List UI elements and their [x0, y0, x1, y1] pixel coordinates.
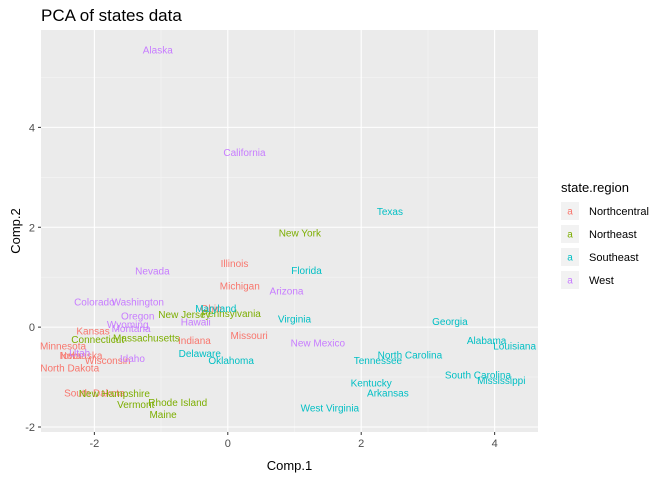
legend-label: Northeast: [589, 229, 637, 241]
state-point-label: Connecticut: [71, 335, 124, 346]
legend-title: state.region: [561, 180, 629, 195]
state-point-label: South Dakota: [64, 389, 125, 400]
x-tick-label: 0: [225, 438, 231, 450]
state-point-label: North Carolina: [378, 351, 443, 362]
state-point-label: Georgia: [432, 317, 468, 328]
state-point-label: Missouri: [231, 331, 268, 342]
state-point-label: Iowa: [60, 351, 82, 362]
state-point-label: Utah: [69, 349, 90, 360]
legend: state.region a Northcentral a Northeast a Sout…: [561, 180, 649, 289]
x-tick-label: -2: [89, 438, 99, 450]
legend-label: Northcentral: [589, 206, 649, 218]
state-point-label: Oklahoma: [208, 356, 254, 367]
state-point-label: Minnesota: [40, 342, 87, 353]
legend-key-glyph: a: [567, 276, 573, 287]
legend-key: [561, 248, 579, 266]
chart-title: PCA of states data: [41, 6, 182, 25]
legend-key: [561, 202, 579, 220]
legend-key: [561, 225, 579, 243]
state-point-label: New Hampshire: [79, 389, 151, 400]
state-point-label: Hawaii: [181, 318, 211, 329]
major-gridlines: [41, 30, 538, 432]
state-point-label: Wyoming: [107, 320, 149, 331]
minor-gridlines: [41, 30, 538, 432]
x-axis-title: Comp.1: [267, 458, 313, 473]
legend-key-glyph: a: [567, 207, 573, 218]
state-point-label: Virginia: [278, 315, 312, 326]
state-point-label: Alabama: [467, 336, 507, 347]
y-tick-label: 0: [29, 322, 35, 334]
state-point-label: Florida: [291, 266, 322, 277]
state-point-label: Nevada: [135, 267, 170, 278]
state-point-label: New Jersey: [158, 310, 210, 321]
state-point-label: Arizona: [270, 287, 304, 298]
state-point-label: West Virginia: [301, 404, 360, 415]
state-point-label: New York: [279, 229, 322, 240]
state-point-label: Ohio: [201, 304, 223, 315]
state-point-label: Rhode Island: [148, 398, 207, 409]
state-point-label: California: [223, 148, 266, 159]
legend-label: West: [589, 275, 614, 287]
legend-key: [561, 271, 579, 289]
state-point-label: Kentucky: [351, 379, 392, 390]
state-point-label: Maine: [149, 410, 177, 421]
state-point-label: Indiana: [178, 336, 211, 347]
state-point-label: Maryland: [195, 304, 236, 315]
state-point-label: Tennessee: [354, 356, 403, 367]
state-point-label: New Mexico: [291, 339, 346, 350]
state-point-label: Louisiana: [493, 342, 536, 353]
y-axis-ticks: -2 0 2 4: [25, 122, 41, 434]
legend-label: Southeast: [589, 252, 639, 264]
state-point-label: Mississippi: [477, 376, 525, 387]
state-point-label: Oregon: [121, 312, 154, 323]
state-point-label: Delaware: [179, 349, 222, 360]
state-point-label: Washington: [112, 298, 164, 309]
state-point-label: Vermont: [117, 400, 154, 411]
y-axis-title: Comp.2: [8, 208, 23, 254]
plot-panel: [41, 30, 538, 432]
state-point-label: North Dakota: [40, 364, 99, 375]
y-tick-label: 2: [29, 222, 35, 234]
state-point-label: Texas: [377, 207, 403, 218]
y-tick-label: 4: [29, 122, 35, 134]
state-point-label: Alaska: [143, 45, 173, 56]
state-point-label: Illinois: [221, 259, 249, 270]
state-point-label: Arkansas: [367, 389, 409, 400]
state-point-label: Pennsylvania: [201, 309, 261, 320]
x-axis-ticks: -2 0 2 4: [89, 432, 498, 450]
state-point-label: Colorado: [74, 298, 115, 309]
x-tick-label: 4: [492, 438, 498, 450]
state-point-label: Michigan: [220, 282, 260, 293]
x-tick-label: 2: [358, 438, 364, 450]
state-point-label: Idaho: [120, 354, 145, 365]
state-point-label: Wisconsin: [85, 356, 131, 367]
legend-key-glyph: a: [567, 230, 573, 241]
state-point-label: South Carolina: [445, 371, 512, 382]
y-tick-label: -2: [25, 422, 35, 434]
legend-key-glyph: a: [567, 253, 573, 264]
state-point-label: Massachusetts: [113, 334, 180, 345]
state-point-label: Montana: [112, 324, 151, 335]
state-point-label: Kansas: [76, 327, 109, 338]
state-point-label: Nebraska: [60, 351, 103, 362]
point-labels: Illinois Michigan Ohio Indiana Missouri Kansa…: [40, 45, 537, 421]
